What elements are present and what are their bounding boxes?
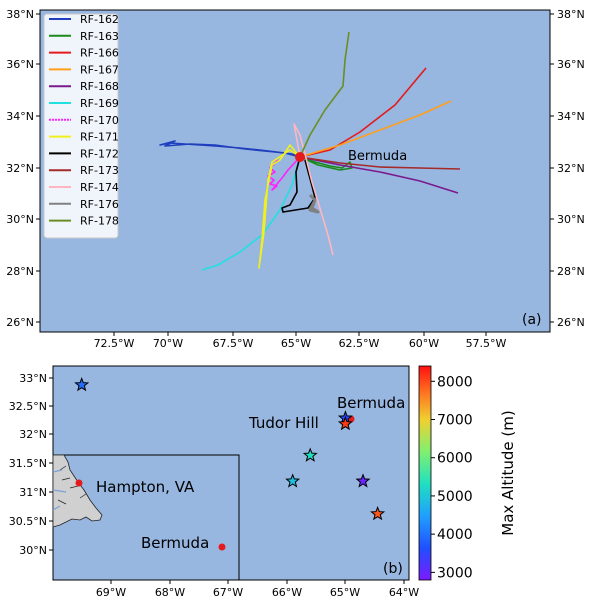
a-lat-right-label: 30°N <box>557 213 585 226</box>
a-lat-left-label: 36°N <box>6 58 34 71</box>
a-lon-label: 67.5°W <box>213 337 254 350</box>
track-rf-162 <box>159 140 301 158</box>
panel-a-ocean <box>39 9 551 333</box>
track-rf-168 <box>299 156 459 194</box>
hampton-marker <box>75 479 83 487</box>
legend-label-rf-163: RF-163 <box>80 30 119 43</box>
panel-a-right-lat-ticks: 38°N 36°N 34°N 32°N 30°N 28°N 26°N <box>550 8 585 329</box>
altitude-star <box>370 506 386 521</box>
b-lon-label: 68°W <box>155 586 185 599</box>
b-lat-label: 31.5°N <box>9 457 47 470</box>
a-lon-label: 57.5°W <box>466 337 507 350</box>
legend-label-rf-170: RF-170 <box>80 114 119 127</box>
legend-label-rf-162: RF-162 <box>80 13 119 26</box>
flight-tracks <box>159 31 461 271</box>
tudor-hill-label: Tudor Hill <box>248 414 319 432</box>
b-lon-label: 64°W <box>389 586 419 599</box>
b-lat-label: 30.5°N <box>9 515 47 528</box>
legend-label-rf-172: RF-172 <box>80 147 119 160</box>
track-rf-173 <box>299 156 461 170</box>
inset-bermuda-label: Bermuda <box>141 534 209 552</box>
legend-label-rf-169: RF-169 <box>80 97 119 110</box>
legend-label-rf-166: RF-166 <box>80 47 119 60</box>
altitude-star <box>302 447 318 462</box>
b-lat-label: 33°N <box>19 372 47 385</box>
b-lat-label: 30°N <box>19 544 47 557</box>
inset-land <box>52 454 103 528</box>
altitude-stars <box>74 376 386 521</box>
a-lon-label: 72.5°W <box>94 337 135 350</box>
hampton-label: Hampton, VA <box>96 478 195 496</box>
a-lat-left-label: 26°N <box>6 316 34 329</box>
colorbar-tick-label: 3000 <box>437 565 473 581</box>
legend-label-rf-178: RF-178 <box>80 215 119 228</box>
b-lat-label: 31°N <box>19 486 47 499</box>
b-lat-label: 32.5°N <box>9 400 47 413</box>
altitude-star <box>285 473 301 488</box>
a-lat-left-label: 30°N <box>6 213 34 226</box>
a-lon-label: 70°W <box>153 337 183 350</box>
a-lat-left-label: 32°N <box>6 162 34 175</box>
colorbar-tick-label: 6000 <box>437 451 473 467</box>
track-rf-171 <box>258 144 301 269</box>
panel-a-lon-ticks: 72.5°W 70°W 67.5°W 65°W 62.5°W 60°W 57.5°W <box>94 332 507 350</box>
inset-rivers <box>52 469 67 511</box>
colorbar-tick-label: 7000 <box>437 413 473 429</box>
a-lat-right-label: 36°N <box>557 58 585 71</box>
inset-bermuda-marker <box>218 543 226 551</box>
bermuda-label-b: Bermuda <box>337 394 405 412</box>
a-lon-label: 62.5°W <box>339 337 380 350</box>
colorbar-tick-label: 8000 <box>437 374 473 390</box>
legend-label-rf-176: RF-176 <box>80 198 119 211</box>
colorbar <box>418 365 432 581</box>
a-lat-right-label: 32°N <box>557 162 585 175</box>
track-rf-178 <box>299 31 350 158</box>
legend-label-rf-174: RF-174 <box>80 181 119 194</box>
a-lat-left-label: 28°N <box>6 265 34 278</box>
panel-a-left-lat-ticks: 38°N 36°N 34°N 32°N 30°N 28°N 26°N <box>6 8 40 329</box>
a-lat-left-label: 34°N <box>6 110 34 123</box>
a-lon-label: 60°W <box>409 337 439 350</box>
colorbar-tick-label: 4000 <box>437 527 473 543</box>
track-rf-170 <box>267 156 301 191</box>
panel-a-label: (a) <box>522 312 542 328</box>
legend-label-rf-171: RF-171 <box>80 131 119 144</box>
a-lat-right-label: 38°N <box>557 8 585 21</box>
track-rf-174 <box>293 123 334 256</box>
a-lon-label: 65°W <box>281 337 311 350</box>
bermuda-marker-a <box>295 152 305 162</box>
a-lat-right-label: 26°N <box>557 316 585 329</box>
altitude-star <box>337 415 353 431</box>
b-lon-label: 66°W <box>272 586 302 599</box>
colorbar-ticks: 8000 7000 6000 5000 4000 3000 <box>431 374 473 581</box>
altitude-star <box>74 376 90 392</box>
b-lon-label: 65°W <box>330 586 360 599</box>
panel-b-lat-ticks: 33°N 32.5°N 32°N 31.5°N 31°N 30.5°N 30°N <box>9 372 53 557</box>
legend-label-rf-167: RF-167 <box>80 63 119 76</box>
panel-b-label: (b) <box>383 561 403 577</box>
track-rf-166 <box>299 67 427 158</box>
track-rf-167 <box>299 100 452 158</box>
colorbar-tick-label: 5000 <box>437 489 473 505</box>
inset-map: Hampton, VA Bermuda <box>52 454 240 581</box>
b-lon-label: 67°W <box>213 586 243 599</box>
inset-coast-detail <box>57 465 87 505</box>
legend-label-rf-168: RF-168 <box>80 80 119 93</box>
track-rf-163 <box>299 156 353 171</box>
colorbar-label: Max Altitude (m) <box>499 410 517 535</box>
b-lat-label: 32°N <box>19 428 47 441</box>
a-lat-right-label: 34°N <box>557 110 585 123</box>
legend: RF-162 RF-163 RF-166 RF-167 RF-168 RF-169 RF-1… <box>43 13 119 239</box>
a-lat-right-label: 28°N <box>557 265 585 278</box>
altitude-star <box>355 473 371 488</box>
legend-label-rf-173: RF-173 <box>80 164 119 177</box>
track-rf-172 <box>281 156 316 213</box>
b-lon-label: 69°W <box>96 586 126 599</box>
track-rf-176 <box>308 193 320 214</box>
panel-b-lon-ticks: 69°W 68°W 67°W 66°W 65°W 64°W <box>96 580 419 599</box>
bermuda-label-a: Bermuda <box>348 149 407 164</box>
a-lat-left-label: 38°N <box>6 8 34 21</box>
